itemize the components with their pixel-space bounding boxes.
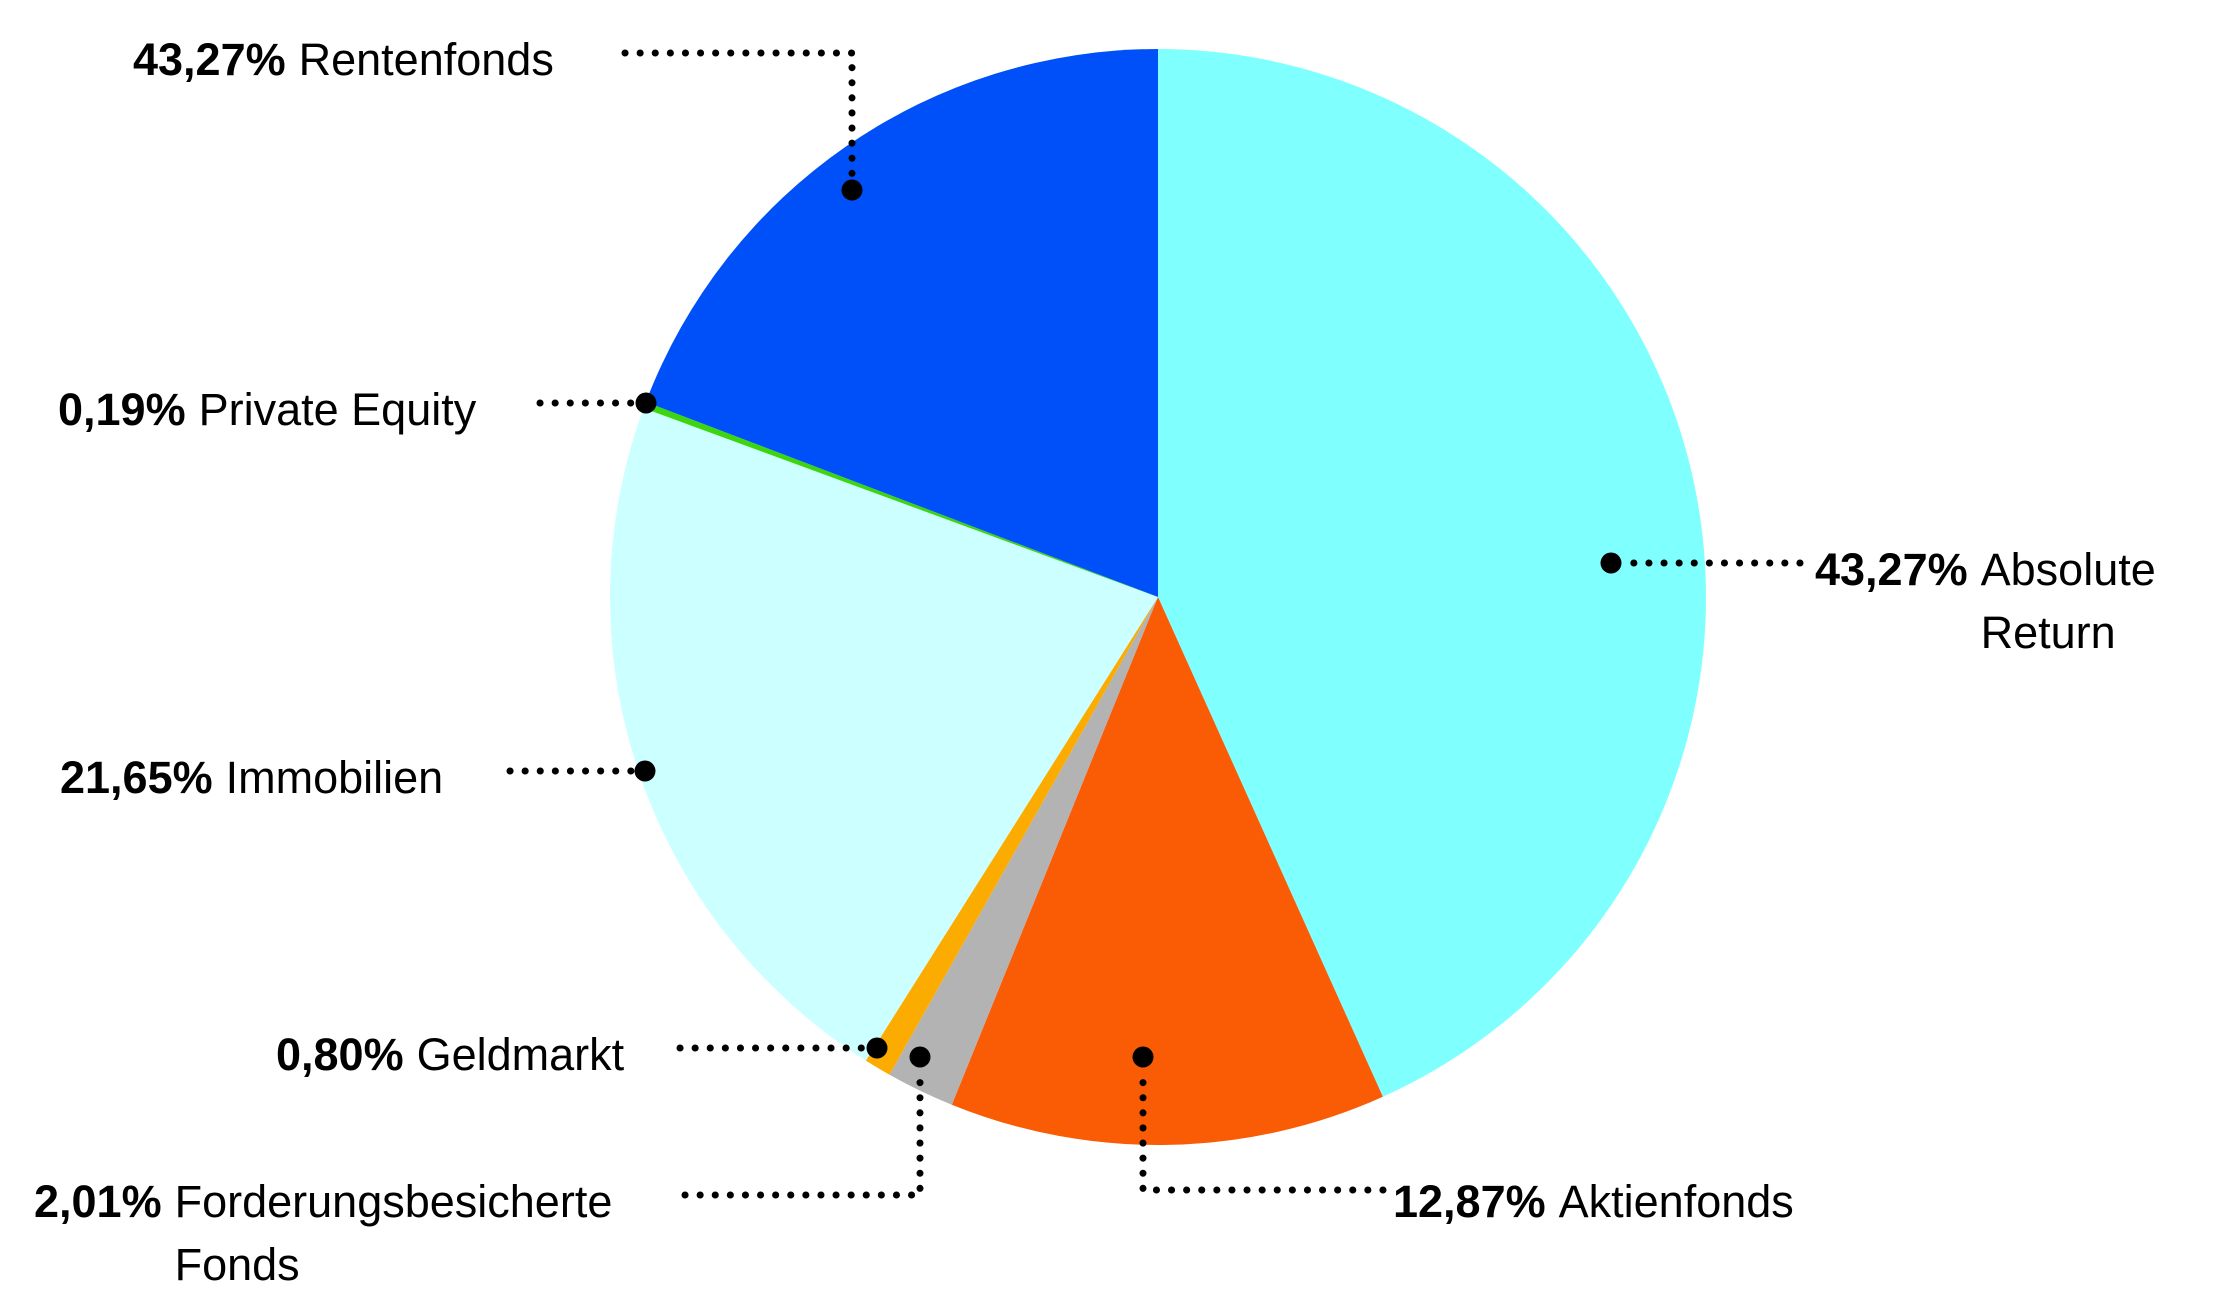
pie-slice-absolute-return[interactable] (1158, 49, 1706, 1097)
label-rentenfonds-name: Rentenfonds (298, 34, 554, 85)
label-absolute-return-name: Absolute Return (1980, 544, 2156, 658)
label-private-equity-name: Private Equity (198, 384, 477, 435)
label-aktienfonds: 12,87% Aktienfonds (1393, 1170, 1794, 1233)
leader-line-aktienfonds (1139, 1064, 1387, 1194)
leader-line-rentenfonds (621, 49, 856, 182)
leader-dot-aktienfonds (1132, 1046, 1154, 1068)
pie-slice-immobilien[interactable] (609, 408, 1158, 1061)
leader-dot-geldmarkt (866, 1037, 888, 1059)
label-geldmarkt-pct: 0,80% (276, 1029, 404, 1080)
pie-slice-private-equity[interactable] (643, 402, 1158, 597)
leader-dot-absolute-return (1600, 552, 1622, 574)
label-private-equity-pct: 0,19% (58, 384, 186, 435)
label-geldmarkt-name: Geldmarkt (416, 1029, 625, 1080)
label-absolute-return: 43,27% Absolute Return (1815, 538, 2213, 664)
label-private-equity: 0,19% Private Equity (58, 378, 476, 441)
label-aktienfonds-pct: 12,87% (1393, 1176, 1546, 1227)
label-immobilien: 21,65% Immobilien (60, 746, 443, 809)
label-immobilien-pct: 21,65% (60, 752, 213, 803)
pie-slice-geldmarkt[interactable] (865, 597, 1158, 1075)
leader-dot-private-equity (635, 392, 657, 414)
label-rentenfonds-pct: 43,27% (133, 34, 286, 85)
label-forderungsbesicherte-fonds: 2,01% Forderungsbesicherte Fonds (34, 1170, 715, 1292)
pie-slice-rentenfonds[interactable] (645, 49, 1158, 597)
label-immobilien-name: Immobilien (225, 752, 444, 803)
pie-slice-aktienfonds[interactable] (951, 597, 1383, 1145)
leader-line-forderungsbesicherte-fonds (681, 1064, 924, 1199)
label-rentenfonds: 43,27% Rentenfonds (133, 28, 554, 91)
leader-dot-immobilien (634, 760, 656, 782)
label-forderungsbesicherte-fonds-name: Forderungsbesicherte Fonds (174, 1176, 613, 1290)
leader-dot-forderungsbesicherte-fonds (909, 1046, 931, 1068)
label-forderungsbesicherte-fonds-pct: 2,01% (34, 1176, 162, 1227)
label-geldmarkt: 0,80% Geldmarkt (276, 1023, 624, 1086)
label-absolute-return-pct: 43,27% (1815, 544, 1968, 595)
label-aktienfonds-name: Aktienfonds (1558, 1176, 1794, 1227)
pie-slice-forderungsbesicherte-fonds[interactable] (889, 597, 1158, 1105)
leader-dot-rentenfonds (841, 179, 863, 201)
